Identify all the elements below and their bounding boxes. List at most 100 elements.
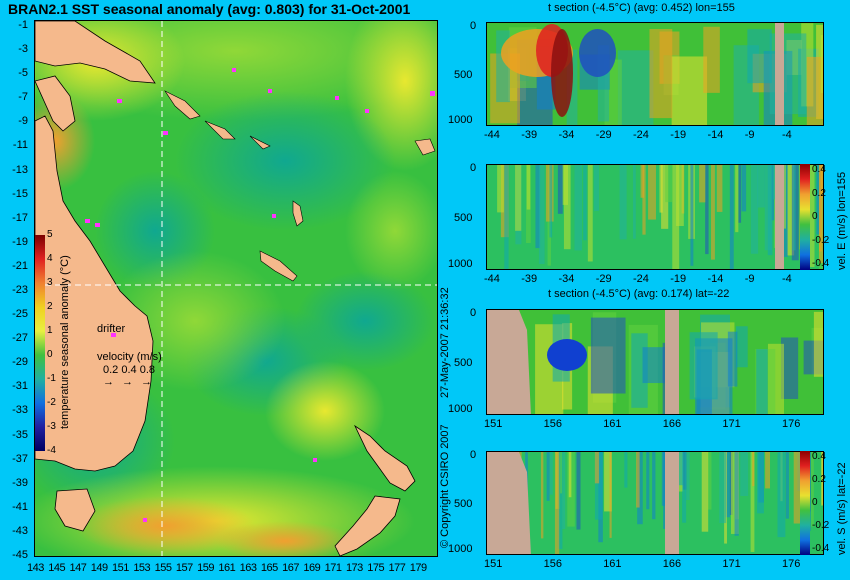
section-x-tick-label: 166 <box>662 418 682 430</box>
lon-tick-label: 151 <box>112 562 129 574</box>
lon-tick-label: 179 <box>409 562 427 574</box>
anomaly-colorbar <box>35 235 45 451</box>
section-x-tick-label: 151 <box>484 558 503 570</box>
lat-tick-label: -35 <box>12 428 28 441</box>
lat-tick-label: -9 <box>18 115 28 128</box>
section-cell <box>568 452 572 498</box>
section-cell <box>642 165 646 235</box>
section-cell <box>549 165 553 238</box>
section-x-tick-label: -4 <box>782 129 792 141</box>
section-cell <box>703 26 720 93</box>
lat-tick-label: -33 <box>12 404 28 417</box>
anomaly-colorbar-ticks: 5 4 3 2 1 0 -1 -2 -3 -4 <box>47 229 61 459</box>
section-y-tick-label: 0 <box>470 307 477 319</box>
colorbar-tick-label: 4 <box>47 253 53 264</box>
section-anomaly-blob <box>551 29 573 117</box>
section-cell <box>682 452 687 523</box>
lon-tick-label: 159 <box>197 562 214 574</box>
section-cell <box>785 452 789 519</box>
section-cell <box>756 349 768 414</box>
section-cell <box>642 347 665 384</box>
section-cell <box>701 452 709 532</box>
velocity-colorbar-tick: -0.4 <box>812 543 830 554</box>
section-x-tick-label: -34 <box>558 273 575 285</box>
section-cell <box>560 452 563 494</box>
section-cell <box>648 165 656 220</box>
section-cell <box>609 452 612 538</box>
section-cell <box>792 165 796 251</box>
section-cell <box>689 332 718 400</box>
lat-tick-label: -7 <box>18 91 28 104</box>
lon-tick-label: 157 <box>175 562 193 574</box>
section-land <box>665 452 679 554</box>
section-cell <box>504 165 509 269</box>
lon-tick-label: 163 <box>239 562 257 574</box>
copyright-text: © Copyright CSIRO 2007 <box>439 424 451 548</box>
section-cell <box>652 452 656 520</box>
section-cell <box>735 326 748 368</box>
section-cell <box>711 165 715 260</box>
section-cell <box>646 452 650 510</box>
map-lon-ticks: 143 145 147 149 151 153 155 157 159 161 163 165 167 1… <box>27 562 438 576</box>
velocity-colorbar-tick: 0.4 <box>812 164 826 175</box>
colorbar-tick-label: 0 <box>47 349 53 360</box>
velocity-colorbar-label: vel. S (m/s) lat=-22 <box>836 462 848 555</box>
velocity-colorbar-tick: -0.4 <box>812 258 830 269</box>
section-x-tick-label: 171 <box>722 418 741 430</box>
section-cell <box>538 165 545 265</box>
sst-map: 5 4 3 2 1 0 -1 -2 -3 -4 temperature seasonal anom… <box>34 20 438 557</box>
section-cell <box>549 452 553 495</box>
section-x-tick-label: 176 <box>782 418 801 430</box>
section-cell <box>617 50 654 125</box>
section-cell <box>809 165 815 267</box>
section-x-tick-label: 166 <box>662 558 682 570</box>
lat-tick-label: -13 <box>12 163 28 176</box>
map-lat-ticks: -1 -3 -5 -7 -9 -11 -13 -15 -17 -19 -21 -23 -25 -27 -29… <box>0 19 32 561</box>
lat-tick-label: -5 <box>18 67 28 80</box>
section-x-tick-label: 156 <box>543 558 562 570</box>
map-title: BRAN2.1 SST seasonal anomaly (avg: 0.803… <box>8 1 411 17</box>
section-cell <box>576 452 581 530</box>
section-cell <box>554 452 560 554</box>
section-cell <box>747 29 772 84</box>
lon-tick-label: 171 <box>324 562 342 574</box>
section-cell <box>752 452 755 487</box>
lon-tick-label: 165 <box>260 562 278 574</box>
section-y-tick-label: 500 <box>454 356 473 369</box>
section-cell <box>757 165 765 208</box>
lat-tick-label: -17 <box>12 211 28 224</box>
section-cell <box>787 165 795 256</box>
section-cell <box>665 165 673 203</box>
section-cell <box>690 165 694 266</box>
section-cell <box>735 165 739 233</box>
timestamp-text: 27-May-2007 21:36:32 <box>439 287 451 398</box>
section-cell <box>764 165 772 251</box>
lon-tick-label: 143 <box>27 562 44 574</box>
section-x-tick-label: -14 <box>707 129 724 141</box>
lat-tick-label: -37 <box>12 452 28 465</box>
section-cell <box>515 165 522 231</box>
lon-tick-label: 147 <box>69 562 87 574</box>
velocity-legend-label: velocity (m/s) <box>97 351 162 363</box>
section-x-tick-label: -39 <box>521 273 538 285</box>
section-cell <box>672 165 680 269</box>
section-x-tick-label: -44 <box>484 129 500 141</box>
section-x-tick-label: -39 <box>521 129 538 141</box>
section-land <box>487 310 531 414</box>
section-cell <box>594 452 603 520</box>
lon-tick-label: 177 <box>388 562 406 574</box>
section-cell <box>661 452 668 506</box>
section-cell <box>619 165 627 240</box>
section-x-tick-label: -44 <box>484 273 500 285</box>
section-x-tick-label: -14 <box>707 273 724 285</box>
lon-tick-label: 175 <box>367 562 385 574</box>
colorbar-tick-label: 1 <box>47 325 53 336</box>
velocity-colorbar-tick: -0.2 <box>812 234 830 246</box>
section-y-tick-label: 1000 <box>448 403 473 415</box>
section-cell <box>624 452 628 488</box>
lat-tick-label: -21 <box>12 259 28 272</box>
section-cell <box>813 311 823 377</box>
section-x-tick-label: 156 <box>543 418 562 430</box>
section-land <box>775 23 784 125</box>
section-canvas <box>487 452 823 554</box>
